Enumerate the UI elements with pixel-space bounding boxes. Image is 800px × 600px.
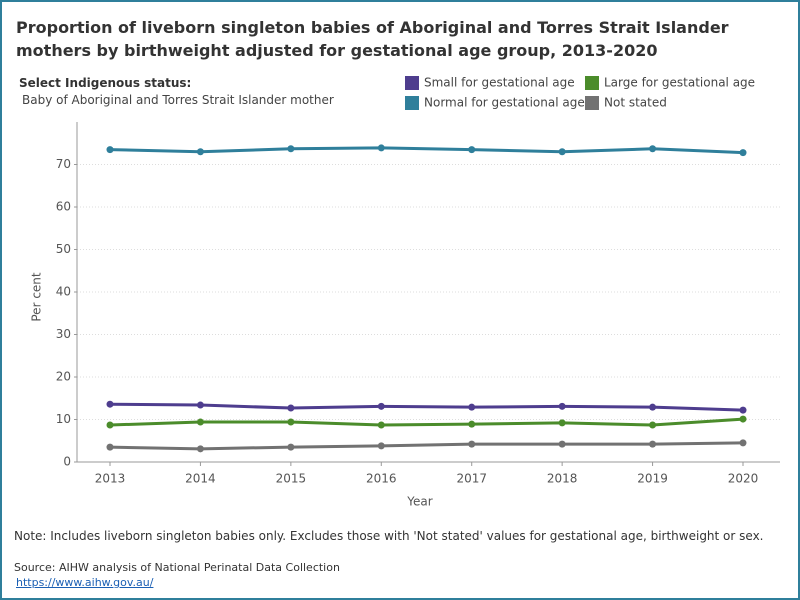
legend-swatch (585, 96, 599, 110)
legend-swatch (405, 96, 419, 110)
legend-label: Normal for gestational age (424, 96, 585, 110)
point (558, 148, 566, 156)
point (287, 404, 295, 412)
x-tick-label: 2016 (366, 472, 397, 486)
point (287, 418, 295, 426)
point (739, 415, 747, 423)
y-tick-label: 50 (56, 242, 71, 256)
series-line (109, 441, 744, 451)
note: Note: Includes liveborn singleton babies… (14, 529, 764, 543)
x-tick-label: 2013 (95, 472, 126, 486)
y-tick-label: 20 (56, 370, 71, 384)
point (739, 406, 747, 414)
point (468, 403, 476, 411)
point (287, 443, 295, 451)
point (106, 400, 114, 408)
x-tick-label: 2018 (547, 472, 578, 486)
point (377, 442, 385, 450)
point (739, 439, 747, 447)
source-link[interactable]: https://www.aihw.gov.au/ (16, 576, 154, 589)
point (468, 420, 476, 428)
point (649, 145, 657, 153)
y-tick-label: 10 (56, 412, 71, 426)
x-tick-label: 2014 (185, 472, 216, 486)
y-tick-label: 60 (56, 200, 71, 214)
filter-label: Select Indigenous status: (19, 76, 192, 90)
series-line (109, 146, 744, 155)
x-axis-label: Year (406, 495, 432, 509)
x-tick-label: 2017 (456, 472, 487, 486)
y-tick-label: 0 (63, 455, 71, 469)
legend-swatch (405, 76, 419, 90)
x-tick-label: 2015 (276, 472, 307, 486)
legend-label: Large for gestational age (604, 76, 755, 90)
point (377, 421, 385, 429)
point (287, 145, 295, 153)
chart-title: Proportion of liveborn singleton babies … (16, 18, 729, 60)
y-tick-label: 40 (56, 285, 71, 299)
x-tick-label: 2019 (637, 472, 668, 486)
point (558, 402, 566, 410)
y-tick-label: 70 (56, 157, 71, 171)
source: Source: AIHW analysis of National Perina… (14, 561, 340, 574)
point (649, 440, 657, 448)
series-line (109, 402, 744, 412)
point (649, 403, 657, 411)
legend-swatch (585, 76, 599, 90)
legend-label: Small for gestational age (424, 76, 575, 90)
series-line (109, 417, 744, 427)
point (106, 146, 114, 154)
point (377, 144, 385, 152)
point (558, 440, 566, 448)
point (196, 148, 204, 156)
legend-label: Not stated (604, 96, 667, 110)
y-axis-label: Per cent (30, 272, 44, 322)
point (468, 440, 476, 448)
y-tick-label: 30 (56, 327, 71, 341)
point (196, 418, 204, 426)
point (739, 149, 747, 157)
point (377, 402, 385, 410)
point (558, 419, 566, 427)
point (196, 401, 204, 409)
point (106, 421, 114, 429)
filter-value[interactable]: Baby of Aboriginal and Torres Strait Isl… (22, 93, 334, 107)
point (106, 443, 114, 451)
point (468, 146, 476, 154)
point (649, 421, 657, 429)
x-tick-label: 2020 (728, 472, 759, 486)
point (196, 445, 204, 453)
